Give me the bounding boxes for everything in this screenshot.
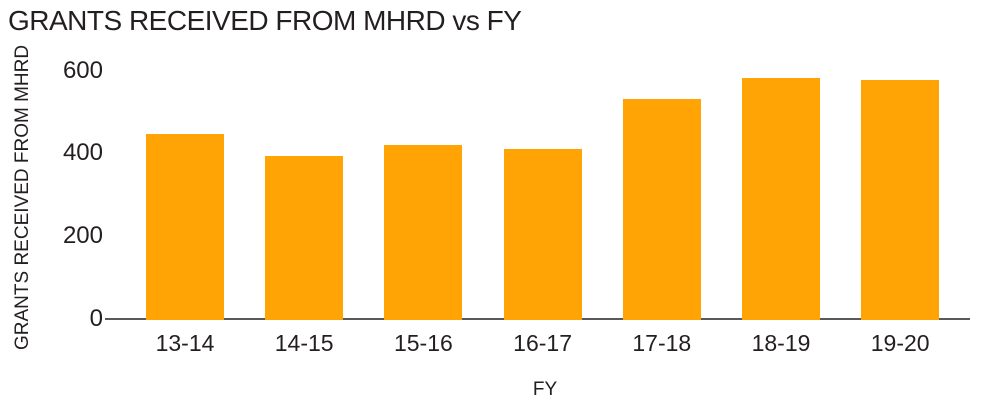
x-tick-label: 16-17 (513, 330, 572, 356)
bar-13-14 (146, 133, 224, 320)
x-axis-title: FY (532, 379, 558, 400)
x-tick-label: 14-15 (274, 330, 334, 356)
bar-14-15 (265, 156, 344, 320)
y-tick-label: 0 (89, 305, 103, 332)
x-tick-label: 13-14 (155, 330, 215, 356)
x-tick-label: 18-19 (751, 330, 811, 356)
bar-15-16 (384, 144, 463, 320)
x-tick-label: 15-16 (393, 330, 453, 356)
y-tick-label: 600 (62, 56, 103, 84)
bar-17-18 (622, 99, 701, 320)
x-tick-label: 17-18 (632, 330, 692, 356)
bar-18-19 (742, 77, 820, 320)
y-tick-label: 400 (62, 139, 103, 167)
y-tick-label: 200 (62, 222, 103, 250)
x-tick-label: 19-20 (870, 330, 930, 356)
bar-19-20 (861, 79, 940, 320)
chart-title: GRANTS RECEIVED FROM MHRD vs FY (8, 5, 522, 36)
bar-16-17 (503, 149, 582, 320)
